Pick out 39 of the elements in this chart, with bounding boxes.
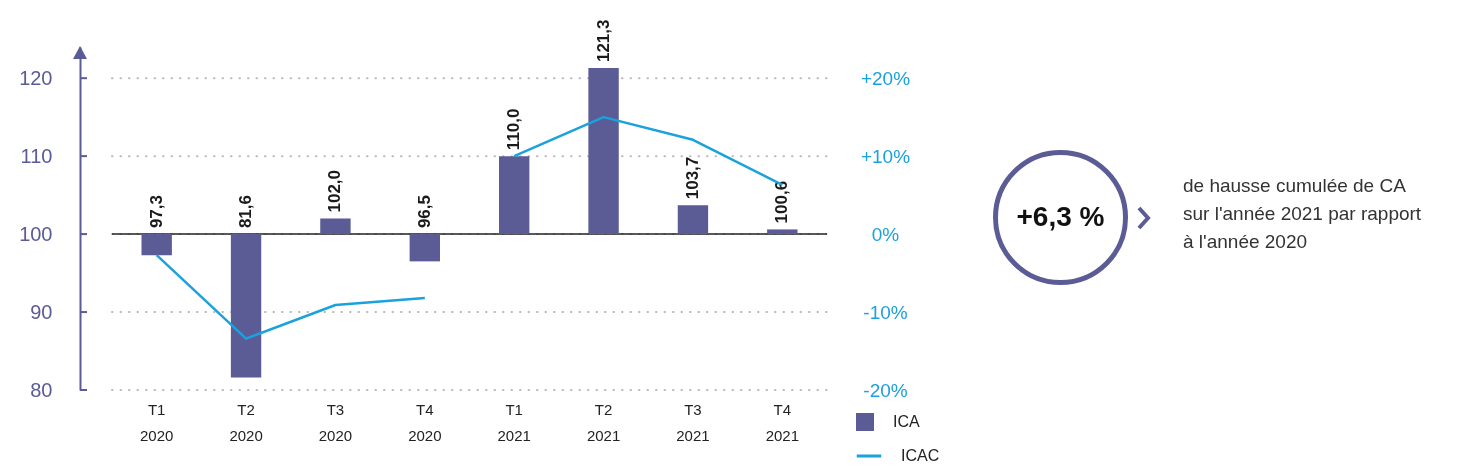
x-tick-label: T3 2020 — [318, 400, 353, 444]
data-label: 97,3 — [146, 195, 166, 229]
y-tick-label: 80 — [30, 378, 53, 401]
data-label: 121,3 — [593, 19, 613, 63]
y-tick-label: 110 — [20, 144, 53, 167]
line-series — [155, 253, 427, 340]
y2-tick-label: 0% — [871, 223, 900, 245]
y-tick-label: 90 — [30, 300, 53, 323]
y2-tick-label: -20% — [863, 379, 908, 401]
x-tick-label: T1 2021 — [497, 400, 531, 444]
bar — [498, 156, 530, 235]
data-label: 103,7 — [682, 156, 702, 200]
x-tick-label: T4 2020 — [408, 400, 442, 444]
text: de hausse cumulée de CA sur l'année 2021 par rapport à l'année 2020 — [1183, 174, 1423, 254]
bar — [141, 234, 172, 256]
bar — [320, 218, 351, 235]
y2-tick-label: +20% — [860, 67, 911, 89]
y2-tick-label: +10% — [860, 145, 911, 167]
text: +6,3 % — [1015, 200, 1106, 234]
bar — [409, 234, 441, 262]
data-label: 100,6 — [772, 180, 792, 224]
data-label: 102,0 — [325, 169, 345, 213]
y2-tick-label: -10% — [863, 301, 908, 323]
data-label: 81,6 — [236, 195, 256, 229]
legend-label: ICA — [893, 413, 920, 430]
x-tick-label: T2 2020 — [229, 400, 263, 444]
legend-label: ICAC — [901, 447, 940, 464]
bar — [230, 234, 262, 378]
y-tick-label: 120 — [19, 66, 53, 89]
y-tick-label: 100 — [19, 222, 53, 245]
x-tick-label: T2 2021 — [586, 400, 621, 444]
bar — [677, 205, 709, 235]
x-tick-label: T3 2021 — [676, 400, 710, 444]
data-label: 110,0 — [504, 108, 524, 151]
bar — [767, 229, 798, 235]
data-label: 96,5 — [414, 195, 434, 229]
x-tick-label: T1 2020 — [140, 400, 174, 444]
bar — [588, 68, 619, 235]
x-tick-label: T4 2021 — [765, 400, 799, 444]
